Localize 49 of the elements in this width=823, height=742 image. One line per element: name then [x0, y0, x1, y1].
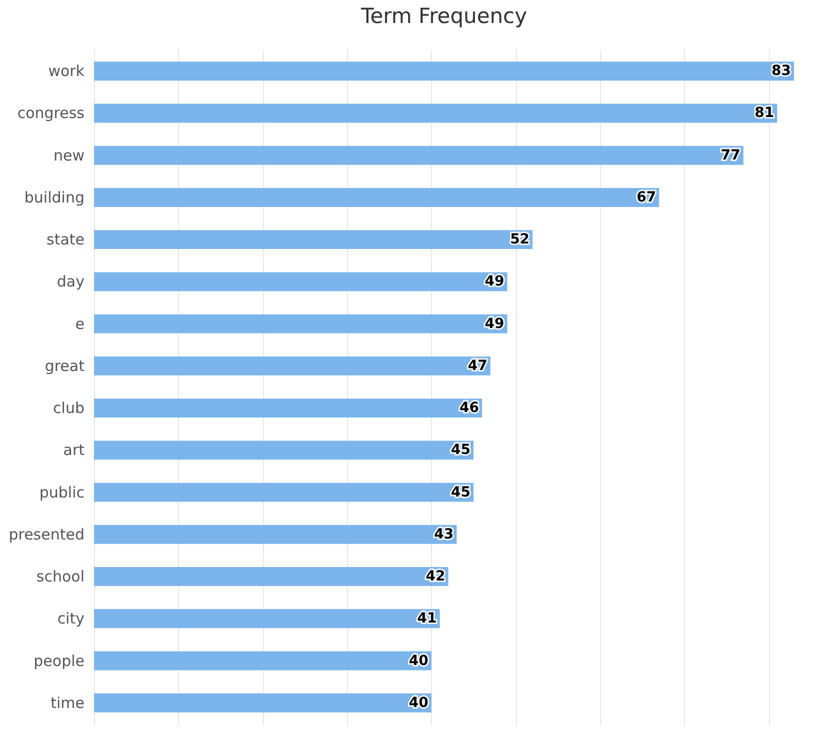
y-tick-label: school: [36, 568, 84, 586]
data-label: 41: [417, 610, 437, 627]
bar: [94, 524, 457, 544]
bar: [94, 609, 440, 628]
bar: [94, 314, 508, 334]
y-tick-label: day: [56, 272, 85, 291]
data-label: 47: [468, 358, 488, 374]
y-tick-label: people: [34, 652, 84, 670]
bar: [94, 146, 744, 165]
y-tick-label: e: [75, 314, 84, 333]
bar: [94, 188, 660, 207]
bar: [94, 398, 482, 418]
data-label: 45: [451, 484, 471, 500]
bar: [94, 693, 432, 712]
y-tick-label: building: [24, 188, 84, 206]
data-label: 77: [720, 147, 740, 164]
y-tick-label: club: [53, 399, 84, 418]
data-label: 49: [484, 274, 504, 290]
data-label: 52: [510, 232, 530, 248]
data-label: 42: [426, 568, 446, 585]
data-label: 81: [754, 105, 774, 122]
bar: [94, 651, 432, 670]
bar: [94, 62, 794, 81]
data-label: 40: [408, 694, 429, 711]
data-label: 45: [451, 442, 471, 458]
y-tick-label: congress: [17, 104, 85, 122]
data-label: 46: [459, 400, 479, 416]
y-tick-label: work: [48, 62, 85, 80]
bar: [94, 272, 508, 292]
bar: [94, 567, 448, 586]
y-tick-label: city: [57, 610, 85, 628]
data-label: 67: [636, 189, 656, 206]
data-label: 83: [772, 63, 791, 80]
bar: [94, 440, 474, 460]
chart-title: Term Frequency: [360, 4, 528, 28]
y-tick-label: new: [53, 146, 84, 164]
y-tick-label: public: [39, 483, 84, 502]
y-tick-label: presented: [8, 525, 84, 544]
bar: [94, 482, 474, 502]
data-label: 49: [484, 316, 504, 332]
bar: [94, 356, 490, 376]
y-tick-label: great: [44, 356, 85, 375]
bar: [94, 104, 778, 123]
y-tick-label: art: [63, 441, 85, 460]
data-label: 43: [434, 526, 454, 542]
data-label: 40: [408, 652, 429, 669]
bar: [94, 230, 533, 250]
y-tick-label: state: [46, 230, 84, 249]
y-tick-label: time: [50, 694, 84, 712]
